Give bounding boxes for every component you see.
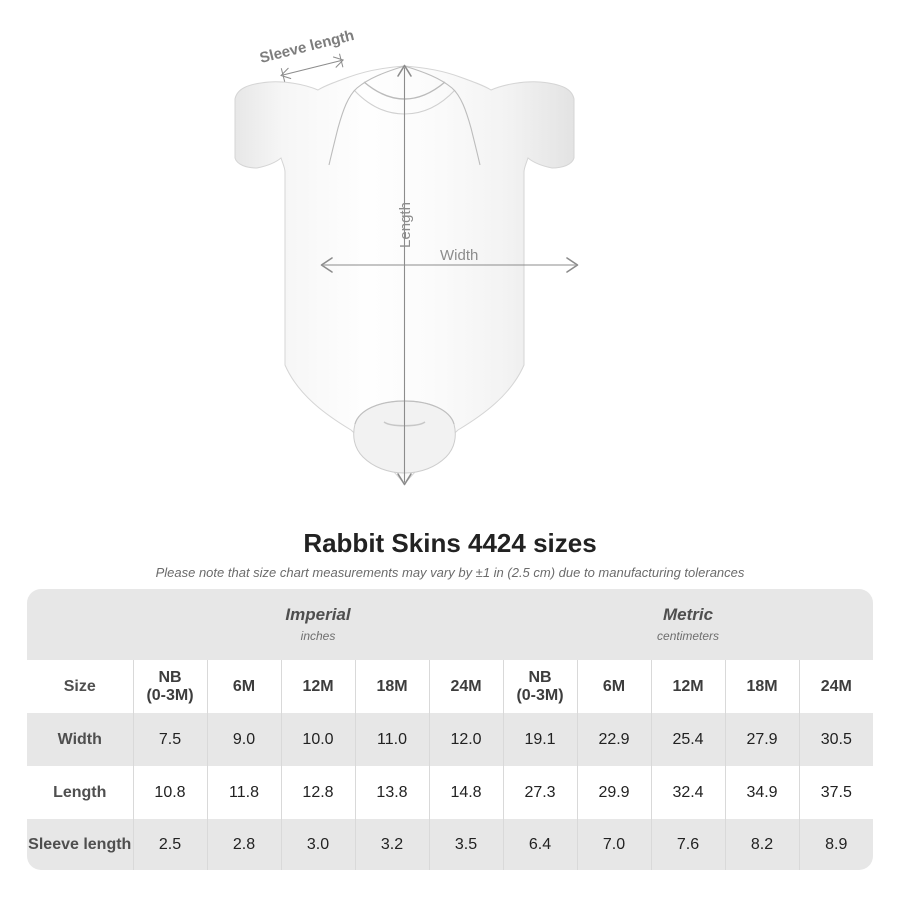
svg-text:Width: Width [440, 247, 478, 264]
svg-text:Length: Length [397, 202, 414, 248]
